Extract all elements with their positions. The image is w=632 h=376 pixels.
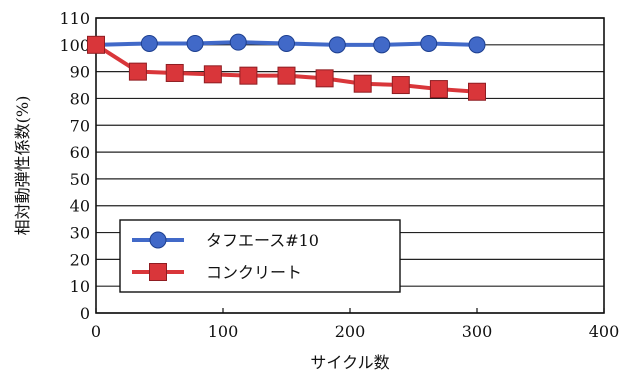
data-point (229, 33, 247, 51)
y-tick-label: 40 (70, 197, 90, 216)
data-point (186, 34, 204, 52)
data-point (203, 65, 222, 84)
y-tick-label: 70 (70, 116, 90, 135)
data-point (373, 36, 391, 54)
y-tick-label: 80 (70, 89, 90, 108)
data-point (328, 36, 346, 54)
y-tick-label: 10 (70, 277, 90, 296)
data-point (468, 36, 486, 54)
data-point (87, 35, 105, 54)
data-point (353, 74, 372, 93)
x-tick-label: 100 (208, 322, 239, 341)
legend-marker (149, 231, 167, 249)
data-point (278, 34, 295, 52)
legend: タフエース#10 コンクリート (119, 219, 401, 293)
y-tick-label: 30 (70, 224, 90, 243)
y-tick-label: 60 (70, 143, 90, 162)
x-tick-label: 0 (91, 322, 101, 341)
data-point (391, 76, 410, 95)
data-point (140, 34, 158, 52)
y-axis-ticks: 0 10 20 30 40 50 60 70 80 90 100 110 (59, 9, 90, 323)
y-tick-label: 20 (70, 250, 90, 269)
data-point (315, 69, 334, 88)
data-point (429, 80, 448, 99)
data-point (165, 63, 184, 82)
legend-label: コンクリート (206, 263, 302, 282)
y-tick-label: 90 (70, 63, 90, 82)
x-tick-label: 400 (589, 322, 620, 341)
data-point (277, 66, 296, 85)
series-layer (87, 33, 486, 101)
x-tick-label: 300 (462, 322, 493, 341)
data-point (420, 34, 438, 52)
y-tick-label: 110 (59, 9, 90, 28)
x-tick-label: 200 (335, 322, 366, 341)
data-point (239, 66, 258, 85)
data-point (128, 62, 147, 81)
legend-label: タフエース#10 (206, 231, 319, 250)
y-tick-label: 0 (80, 304, 90, 323)
legend-marker (149, 263, 167, 281)
y-tick-label: 50 (70, 170, 90, 189)
y-tick-label: 100 (59, 36, 90, 55)
x-axis-ticks: 0 100 200 300 400 (91, 308, 619, 341)
data-point (468, 82, 486, 101)
y-axis-label: 相対動弾性係数(%) (13, 96, 32, 236)
x-axis-label: サイクル数 (310, 353, 389, 372)
